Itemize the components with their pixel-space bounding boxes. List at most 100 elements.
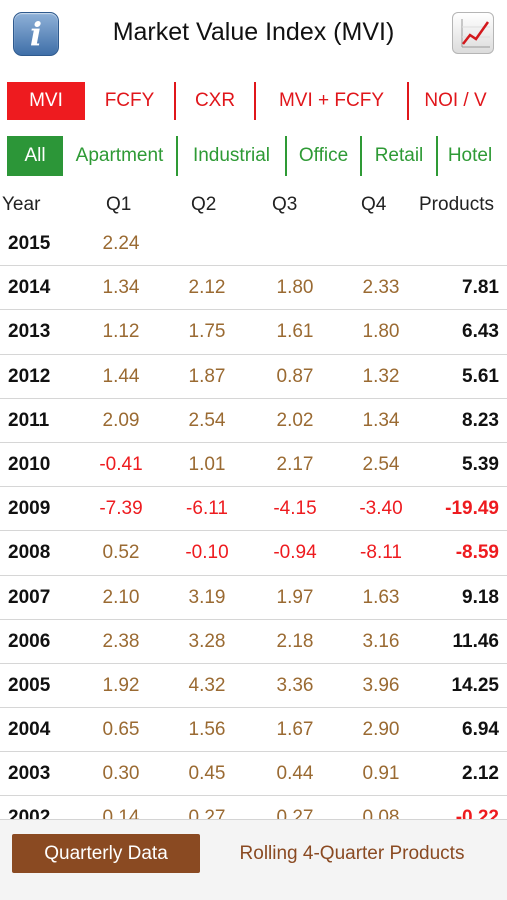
products-cell: 6.43: [462, 321, 499, 343]
q4-cell: 3.16: [362, 630, 400, 652]
products-cell: 2.12: [462, 763, 499, 785]
q4-cell: 1.32: [362, 365, 400, 387]
line-chart-icon[interactable]: [452, 12, 494, 54]
table-row: 2012 1.44 1.87 0.87 1.32 5.61: [0, 355, 507, 399]
column-header-q1: Q1: [106, 194, 132, 215]
q2-cell: 1.75: [188, 321, 226, 343]
data-table[interactable]: 2015 2.24 2014 1.34 2.12 1.80 2.33 7.81 …: [0, 222, 507, 819]
q1-cell: 1.34: [102, 277, 140, 299]
q3-cell: 1.61: [276, 321, 314, 343]
q1-cell: 1.44: [102, 365, 140, 387]
q3-cell: -4.15: [273, 498, 317, 520]
table-row: 2009 -7.39 -6.11 -4.15 -3.40 -19.49: [0, 487, 507, 532]
q2-cell: 0.27: [188, 807, 226, 819]
q3-cell: 1.67: [276, 719, 314, 741]
q3-cell: 3.36: [276, 674, 314, 696]
tab-mvi-plus-fcfy[interactable]: MVI + FCFY: [254, 82, 407, 120]
table-row: 2004 0.65 1.56 1.67 2.90 6.94: [0, 708, 507, 753]
table-row: 2002 0.14 0.27 0.27 0.08 -0.22: [0, 796, 507, 819]
table-header: Year Q1 Q2 Q3 Q4 Products: [0, 190, 507, 220]
q1-cell: 2.10: [102, 586, 140, 608]
products-cell: 14.25: [451, 674, 499, 696]
q3-cell: 0.87: [276, 365, 314, 387]
table-row: 2006 2.38 3.28 2.18 3.16 11.46: [0, 620, 507, 664]
year-cell: 2012: [8, 365, 51, 387]
q3-cell: 1.80: [276, 277, 314, 299]
column-header-products: Products: [419, 194, 494, 215]
q3-cell: 2.17: [276, 453, 314, 475]
q2-cell: 1.87: [188, 365, 226, 387]
q1-cell: 0.52: [102, 542, 140, 564]
q4-cell: 0.91: [362, 763, 400, 785]
q1-cell: 2.38: [102, 630, 140, 652]
products-cell: 8.23: [462, 409, 499, 431]
products-cell: 7.81: [462, 277, 499, 299]
q2-cell: 2.54: [188, 409, 226, 431]
q1-cell: -0.41: [99, 453, 143, 475]
year-cell: 2014: [8, 277, 51, 299]
table-row: 2003 0.30 0.45 0.44 0.91 2.12: [0, 752, 507, 797]
tab-cxr[interactable]: CXR: [174, 82, 254, 120]
q4-cell: -3.40: [359, 498, 403, 520]
tab-office[interactable]: Office: [285, 136, 360, 176]
q2-cell: 2.12: [188, 277, 226, 299]
year-cell: 2009: [8, 498, 51, 520]
table-row: 2010 -0.41 1.01 2.17 2.54 5.39: [0, 443, 507, 488]
property-tabs: All Apartment Industrial Office Retail H…: [7, 136, 507, 176]
q3-cell: 2.02: [276, 409, 314, 431]
tab-apartment[interactable]: Apartment: [75, 145, 164, 166]
tab-retail[interactable]: Retail: [360, 136, 436, 176]
q3-cell: 0.27: [276, 807, 314, 819]
table-row: 2013 1.12 1.75 1.61 1.80 6.43: [0, 310, 507, 355]
table-row: 2015 2.24: [0, 222, 507, 267]
tab-industrial[interactable]: Industrial: [176, 136, 285, 176]
year-cell: 2015: [8, 233, 51, 254]
column-header-q2: Q2: [191, 194, 217, 215]
year-cell: 2008: [8, 542, 51, 564]
table-row: 2005 1.92 4.32 3.36 3.96 14.25: [0, 664, 507, 709]
tab-all[interactable]: All: [7, 136, 63, 176]
tab-noi-v[interactable]: NOI / V: [407, 82, 502, 120]
q4-cell: 1.80: [362, 321, 400, 343]
column-header-q3: Q3: [272, 194, 298, 215]
q3-cell: 1.97: [276, 586, 314, 608]
table-row: 2011 2.09 2.54 2.02 1.34 8.23: [0, 399, 507, 443]
q2-cell: 3.19: [188, 586, 226, 608]
column-header-year: Year: [2, 194, 41, 215]
table-row: 2008 0.52 -0.10 -0.94 -8.11 -8.59: [0, 531, 507, 576]
q1-cell: 0.30: [102, 763, 140, 785]
tab-mvi[interactable]: MVI: [7, 82, 85, 120]
info-icon[interactable]: i: [13, 12, 59, 56]
q2-cell: -0.10: [185, 542, 229, 564]
q1-cell: 1.12: [102, 321, 140, 343]
q1-cell: 0.65: [102, 719, 140, 741]
quarterly-data-button[interactable]: Quarterly Data: [12, 834, 200, 873]
q2-cell: -6.11: [186, 498, 228, 520]
year-cell: 2013: [8, 321, 51, 343]
rolling-products-button[interactable]: Rolling 4-Quarter Products: [239, 842, 465, 864]
q2-cell: 1.01: [188, 453, 226, 475]
q4-cell: 1.34: [362, 409, 400, 431]
q4-cell: 2.90: [362, 719, 400, 741]
products-cell: -0.22: [455, 807, 499, 819]
header: i Market Value Index (MVI): [0, 0, 507, 70]
products-cell: 9.18: [462, 586, 499, 608]
q3-cell: -0.94: [273, 542, 317, 564]
q4-cell: 2.33: [362, 277, 400, 299]
q2-cell: 4.32: [188, 674, 226, 696]
year-cell: 2002: [8, 807, 51, 819]
year-cell: 2006: [8, 630, 51, 652]
q2-cell: 0.45: [188, 763, 226, 785]
tab-fcfy[interactable]: FCFY: [104, 90, 155, 111]
q1-cell: 0.14: [102, 807, 140, 819]
bottom-bar: Quarterly Data Rolling 4-Quarter Product…: [0, 819, 507, 900]
year-cell: 2007: [8, 586, 51, 608]
tab-hotel[interactable]: Hotel: [436, 136, 502, 176]
q3-cell: 0.44: [276, 763, 314, 785]
year-cell: 2005: [8, 674, 51, 696]
q4-cell: 0.08: [362, 807, 400, 819]
products-cell: 5.61: [462, 365, 499, 387]
q1-cell: 1.92: [102, 674, 140, 696]
products-cell: 6.94: [462, 719, 499, 741]
q4-cell: -8.11: [360, 542, 402, 564]
